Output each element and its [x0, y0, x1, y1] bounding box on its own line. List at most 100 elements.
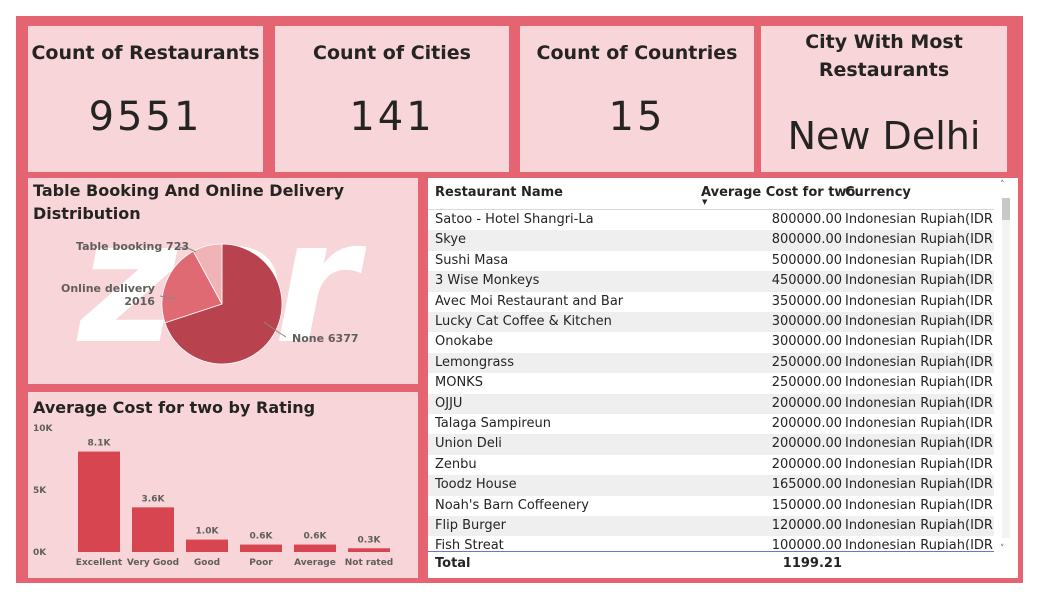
- restaurant-table[interactable]: Restaurant Name Average Cost for two ▼ C…: [428, 178, 1018, 578]
- table-row[interactable]: Zenbu 200000.00 Indonesian Rupiah(IDR): [428, 455, 994, 475]
- kpi-card-top-city[interactable]: City With Most Restaurants New Delhi: [761, 26, 1007, 172]
- table-row[interactable]: 3 Wise Monkeys 450000.00 Indonesian Rupiah…: [428, 271, 994, 292]
- table-row[interactable]: Noah's Barn Coffeenery 150000.00 Indonesia…: [428, 496, 994, 516]
- table-row[interactable]: Avec Moi Restaurant and Bar 350000.00 Indo…: [428, 292, 994, 312]
- bar-title: Average Cost for two by Rating: [33, 398, 316, 417]
- currency-cell: Indonesian Rupiah(IDR): [845, 436, 994, 452]
- kpi-title: Count of Cities: [313, 42, 471, 64]
- currency-cell: Indonesian Rupiah(IDR): [845, 232, 994, 248]
- pie-slice-none[interactable]: [164, 243, 283, 365]
- kpi-value: New Delhi: [787, 114, 981, 158]
- scroll-thumb[interactable]: [1002, 198, 1010, 220]
- column-header-cost[interactable]: Average Cost for two: [701, 185, 856, 200]
- restaurant-name-cell: Avec Moi Restaurant and Bar: [435, 293, 624, 309]
- pie-slice-online-delivery[interactable]: [161, 250, 223, 324]
- pie-label-none: None 6377: [292, 332, 359, 345]
- x-tick-label: Not rated: [345, 558, 394, 568]
- table-row[interactable]: Onokabe 300000.00 Indonesian Rupiah(IDR): [428, 332, 994, 352]
- dashboard: Count of Restaurants 9551 Count of Citie…: [16, 16, 1023, 583]
- table-total-row: Total 1199.21: [428, 551, 994, 577]
- scroll-down-icon[interactable]: ˅: [1000, 544, 1005, 554]
- cost-cell: 150000.00: [771, 497, 842, 513]
- currency-cell: Indonesian Rupiah(IDR): [845, 456, 994, 472]
- table-header: Restaurant Name Average Cost for two ▼ C…: [428, 178, 994, 210]
- table-row[interactable]: Union Deli 200000.00 Indonesian Rupiah(IDR…: [428, 434, 994, 455]
- table-row[interactable]: Satoo - Hotel Shangri-La 800000.00 Indones…: [428, 210, 994, 230]
- cost-cell: 250000.00: [771, 354, 842, 370]
- table-row[interactable]: Lemongrass 250000.00 Indonesian Rupiah(IDR…: [428, 352, 994, 374]
- cost-cell: 300000.00: [771, 314, 842, 329]
- currency-cell: Indonesian Rupiah(IDR): [845, 314, 994, 329]
- y-tick-label: 5K: [33, 486, 47, 496]
- bar-data-label: 0.3K: [358, 535, 382, 545]
- bar-panel[interactable]: Average Cost for two by Rating 10K 5K 0K 8.…: [28, 392, 418, 578]
- cost-cell: 800000.00: [771, 212, 842, 227]
- bar-data-label: 3.6K: [142, 494, 166, 504]
- currency-cell: Indonesian Rupiah(IDR): [845, 252, 994, 268]
- cost-cell: 165000.00: [771, 477, 842, 493]
- table-row[interactable]: Flip Burger 120000.00 Indonesian Rupiah(ID…: [428, 516, 994, 537]
- sort-desc-icon[interactable]: ▼: [702, 198, 708, 206]
- kpi-value: 9551: [88, 94, 203, 140]
- table-row[interactable]: Fish Streat 100000.00 Indonesian Rupiah(ID…: [428, 536, 994, 550]
- restaurant-name-cell: MONKS: [435, 375, 483, 391]
- cost-cell: 200000.00: [771, 395, 842, 411]
- restaurant-name-cell: Union Deli: [435, 436, 502, 452]
- restaurant-name-cell: Lemongrass: [435, 354, 514, 370]
- restaurant-name-cell: Talaga Sampireun: [435, 416, 551, 431]
- currency-cell: Indonesian Rupiah(IDR): [845, 354, 994, 370]
- pie-label-table-booking: Table booking 723: [76, 240, 190, 253]
- table-row[interactable]: OJJU 200000.00 Indonesian Rupiah(IDR): [428, 393, 994, 414]
- table-row[interactable]: Talaga Sampireun 200000.00 Indonesian Rupi…: [428, 414, 994, 434]
- bar-poor[interactable]: [240, 544, 282, 552]
- x-tick-label: Good: [194, 558, 220, 568]
- bar-excellent[interactable]: [78, 451, 120, 552]
- bar-not-rated[interactable]: [348, 548, 390, 552]
- total-value: 1199.21: [782, 556, 842, 571]
- table-scrollbar[interactable]: ˄ ˅: [994, 178, 1018, 578]
- column-header-currency[interactable]: Currency: [845, 185, 911, 200]
- pie-title: Table Booking And Online Delivery: [33, 181, 344, 200]
- restaurant-name-cell: Noah's Barn Coffeenery: [435, 497, 589, 513]
- pie-leader-line: [177, 246, 197, 253]
- currency-cell: Indonesian Rupiah(IDR): [845, 477, 994, 493]
- bar-good[interactable]: [186, 539, 228, 552]
- cost-cell: 100000.00: [771, 538, 842, 550]
- kpi-title: City With Most: [805, 31, 963, 53]
- restaurant-name-cell: Flip Burger: [435, 518, 506, 533]
- x-tick-label: Excellent: [76, 558, 123, 568]
- kpi-card-restaurants[interactable]: Count of Restaurants 9551: [28, 26, 263, 172]
- restaurant-name-cell: Sushi Masa: [435, 252, 509, 268]
- table-row[interactable]: Lucky Cat Coffee & Kitchen 300000.00 Indon…: [428, 312, 994, 333]
- cost-cell: 500000.00: [771, 252, 842, 268]
- bar-data-label: 1.0K: [196, 527, 220, 537]
- kpi-card-cities[interactable]: Count of Cities 141: [275, 26, 509, 172]
- bar-chart[interactable]: 10K 5K 0K 8.1K Excellent 3.6K Very Good 1.0K Goo…: [28, 392, 418, 578]
- pie-slice-table-booking[interactable]: [192, 243, 223, 305]
- y-tick-label: 10K: [33, 424, 54, 434]
- kpi-title: Count of Countries: [536, 42, 738, 64]
- scroll-track[interactable]: [1002, 198, 1010, 538]
- cost-cell: 450000.00: [771, 273, 842, 289]
- table-row[interactable]: Sushi Masa 500000.00 Indonesian Rupiah(IDR…: [428, 251, 994, 271]
- column-header-name[interactable]: Restaurant Name: [435, 185, 564, 200]
- restaurant-name-cell: Toodz House: [435, 477, 517, 493]
- bar-very-good[interactable]: [132, 507, 174, 552]
- restaurant-name-cell: Lucky Cat Coffee & Kitchen: [435, 314, 612, 329]
- restaurant-name-cell: OJJU: [435, 395, 463, 411]
- pie-panel[interactable]: zor Table Booking And Online Delivery Di…: [28, 178, 418, 384]
- cost-cell: 300000.00: [771, 334, 842, 350]
- table-row[interactable]: MONKS 250000.00 Indonesian Rupiah(IDR): [428, 373, 994, 393]
- scroll-up-icon[interactable]: ˄: [1000, 180, 1005, 190]
- pie-title: Distribution: [33, 204, 141, 223]
- cost-cell: 200000.00: [771, 436, 842, 452]
- table-row[interactable]: Toodz House 165000.00 Indonesian Rupiah(ID…: [428, 475, 994, 496]
- table-row[interactable]: Skye 800000.00 Indonesian Rupiah(IDR): [428, 230, 994, 251]
- pie-chart[interactable]: [28, 178, 418, 384]
- bar-data-label: 8.1K: [88, 439, 112, 449]
- x-tick-label: Average: [294, 558, 336, 568]
- x-tick-label: Poor: [249, 558, 273, 568]
- kpi-title: Count of Restaurants: [31, 42, 260, 64]
- bar-average[interactable]: [294, 544, 336, 552]
- kpi-card-countries[interactable]: Count of Countries 15: [520, 26, 754, 172]
